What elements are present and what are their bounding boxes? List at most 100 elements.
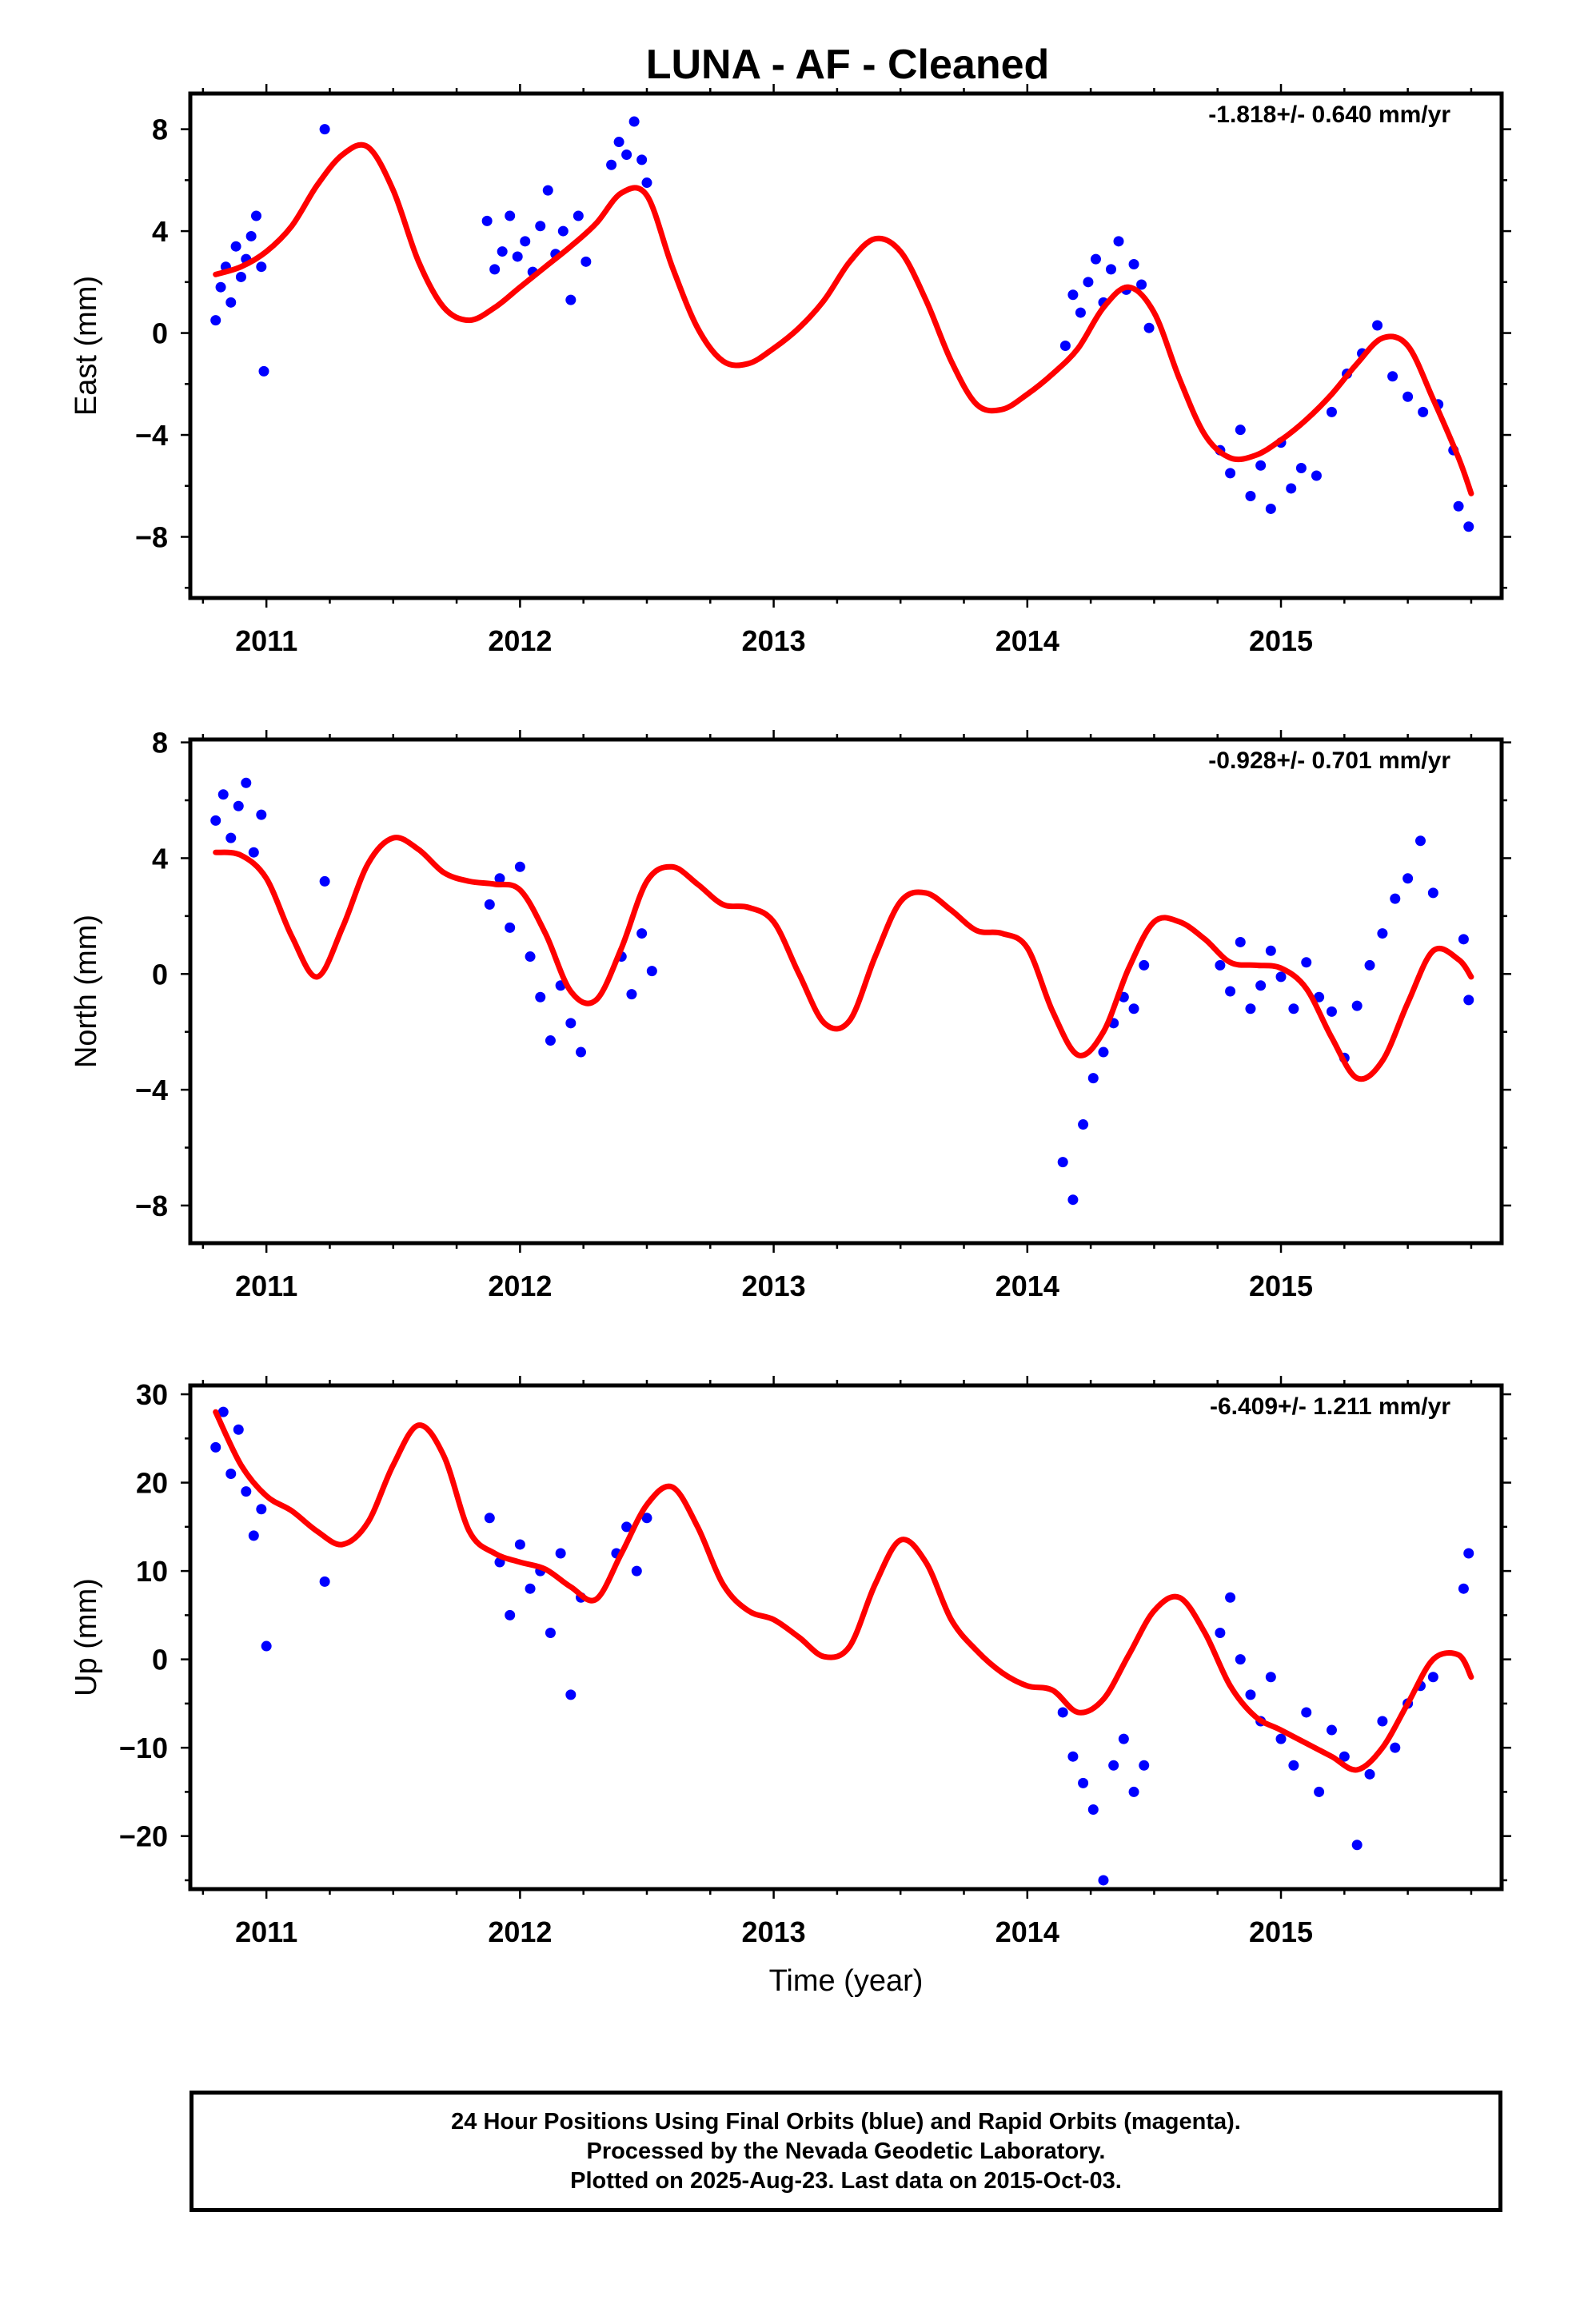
data-point [1113,236,1124,247]
data-point [1235,1654,1246,1665]
panel-2: 2011 2012 2013 2014 2015 −8 −4 0 4 8 North (mm) -0.… [70,727,1511,1302]
data-point [1275,971,1287,983]
data-point [210,1441,221,1453]
rate-label: -0.928+/- 0.701 mm/yr [1208,747,1450,774]
data-point [646,966,657,977]
data-point [248,847,259,858]
data-point [576,1046,587,1058]
data-point [636,928,648,939]
data-point [1108,1760,1119,1771]
data-point [1105,264,1116,275]
data-point [497,246,508,257]
data-point [514,1539,525,1550]
data-point [1463,1548,1474,1559]
data-point [235,271,246,282]
data-point [514,861,525,872]
x-tick-label: 2012 [488,1915,552,1948]
data-point [489,264,501,275]
data-point [1458,1583,1469,1594]
data-point [545,1035,556,1046]
data-point [1075,307,1086,318]
data-point [1326,406,1337,417]
data-point [1098,1046,1109,1058]
data-point [1087,1804,1099,1816]
data-point [1255,460,1267,471]
fit-curve [213,142,1474,496]
y-tick-label: 0 [152,1644,168,1676]
data-point [636,154,648,165]
data-point [1390,1742,1401,1753]
data-point [1083,277,1094,288]
data-layer [210,1406,1474,1886]
data-point [1275,1733,1287,1744]
plot-frame [188,737,1504,1246]
data-point [505,210,516,221]
data-point [573,210,584,221]
data-point [565,1018,577,1029]
y-tick-label: 0 [152,317,168,350]
x-tick-label: 2015 [1249,624,1313,657]
data-point [256,261,267,273]
footer-box: 24 Hour Positions Using Final Orbits (bl… [190,2091,1502,2212]
data-point [1418,406,1429,417]
data-point [241,777,252,788]
data-point [1143,322,1155,333]
data-point [1295,462,1307,473]
x-tick-label: 2013 [742,1270,806,1302]
y-axis-label: Up (mm) [70,1578,103,1696]
y-tick-label: 8 [152,727,168,759]
x-tick-label: 2014 [995,1270,1059,1302]
data-point [319,1576,330,1587]
footer-line-3: Plotted on 2025-Aug-23. Last data on 201… [570,2167,1122,2194]
data-point [1057,1707,1068,1718]
data-point [565,1689,577,1700]
data-point [525,1583,536,1594]
data-point [494,873,505,884]
data-point [1245,1689,1256,1700]
data-point [626,989,637,1000]
data-point [217,1406,229,1417]
data-point [1458,934,1469,945]
data-point [1215,959,1226,971]
data-point [1326,1006,1337,1017]
data-point [241,1486,252,1497]
data-point [481,215,493,226]
data-point [1364,959,1375,971]
data-point [1427,1672,1438,1683]
data-point [1339,1751,1350,1762]
data-point [545,1627,556,1638]
data-point [1139,1760,1150,1771]
data-point [1067,289,1079,301]
y-tick-label: 20 [136,1467,168,1500]
data-point [319,124,330,135]
data-point [258,365,269,377]
data-point [1377,928,1388,939]
data-point [1265,503,1276,514]
x-tick-label: 2012 [488,624,552,657]
data-point [1427,887,1438,899]
data-point [641,1513,652,1524]
data-point [641,177,652,189]
y-axis-label: East (mm) [70,276,103,416]
rate-label: -1.818+/- 0.640 mm/yr [1208,102,1450,128]
data-point [1057,1157,1068,1168]
y-tick-label: −8 [135,1190,168,1222]
data-point [1390,893,1401,904]
x-tick-label: 2015 [1249,1915,1313,1948]
x-tick-label: 2014 [995,624,1059,657]
y-tick-label: −4 [135,419,168,452]
data-point [1225,1592,1236,1603]
x-tick-label: 2014 [995,1915,1059,1948]
y-tick-label: 4 [152,215,168,248]
data-point [1136,279,1147,290]
data-point [1288,1760,1299,1771]
y-tick-label: 8 [152,114,168,146]
data-point [256,1504,267,1515]
x-tick-label: 2013 [742,624,806,657]
data-point [565,294,577,305]
data-point [250,210,261,221]
data-point [1215,1627,1226,1638]
data-point [1067,1751,1079,1762]
data-point [1301,957,1312,968]
